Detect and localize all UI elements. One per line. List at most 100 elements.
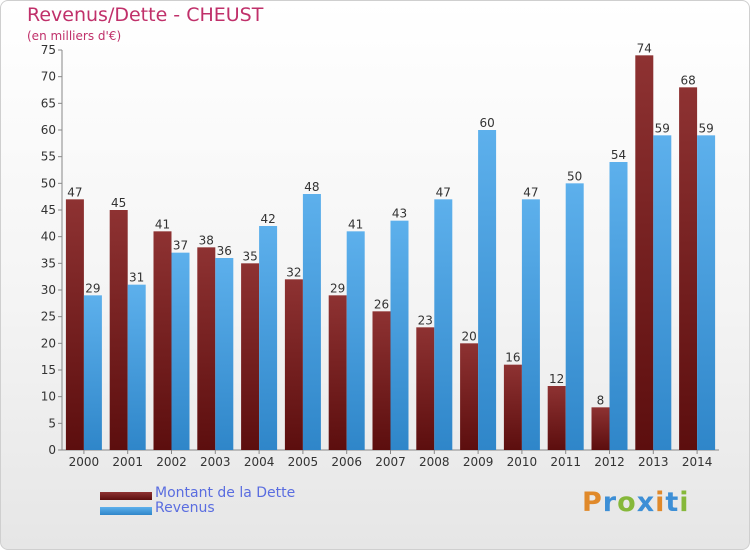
bar-revenue-2004 [259, 226, 278, 450]
logo-letter: t [665, 487, 680, 518]
y-tick-label: 50 [41, 176, 56, 190]
y-tick-label: 5 [48, 416, 56, 430]
bar-revenue-2012 [609, 162, 628, 450]
bar-revenue-2011 [565, 183, 584, 451]
x-tick-label: 2003 [200, 455, 231, 469]
data-label-debt-2008: 23 [418, 313, 433, 327]
y-tick-label: 70 [41, 70, 56, 84]
data-label-revenue-2001: 31 [129, 271, 144, 285]
x-tick-label: 2000 [69, 455, 100, 469]
bar-debt-2000 [65, 199, 84, 450]
bar-revenue-2001 [127, 284, 146, 450]
legend-swatch-revenue [100, 507, 152, 515]
bar-revenue-2010 [521, 199, 540, 450]
y-tick-label: 60 [41, 123, 56, 137]
data-label-debt-2011: 12 [549, 372, 564, 386]
data-label-debt-2005: 32 [286, 265, 301, 279]
data-label-debt-2009: 20 [461, 329, 476, 343]
legend-label-debt: Montant de la Dette [155, 485, 296, 501]
chart-title: Revenus/Dette - CHEUST [27, 4, 264, 26]
y-tick-label: 45 [41, 203, 56, 217]
bar-revenue-2006 [346, 231, 365, 450]
chart-subtitle: (en milliers d'€) [27, 29, 122, 43]
y-tick-label: 65 [41, 96, 56, 110]
bar-debt-2014 [679, 87, 698, 450]
data-label-revenue-2006: 41 [348, 217, 363, 231]
bar-debt-2010 [503, 364, 522, 450]
data-label-revenue-2003: 36 [217, 244, 232, 258]
bar-revenue-2013 [653, 135, 672, 451]
y-tick-label: 15 [41, 363, 56, 377]
chart-axes: 0 5 10 15 20 25 30 35 40 45 50 55 60 65 70 75 2000 2001 20… [41, 43, 719, 469]
data-label-revenue-2013: 59 [655, 121, 670, 135]
legend-swatch-debt [100, 492, 152, 500]
y-tick-label: 30 [41, 283, 56, 297]
x-tick-label: 2007 [375, 455, 406, 469]
x-tick-label: 2004 [244, 455, 275, 469]
data-label-debt-2004: 35 [242, 249, 257, 263]
data-label-revenue-2009: 60 [479, 116, 494, 130]
data-label-debt-2007: 26 [374, 297, 389, 311]
logo-letter: P [582, 487, 603, 518]
x-tick-label: 2013 [638, 455, 669, 469]
logo-letter: x [636, 487, 656, 518]
data-label-debt-2003: 38 [199, 233, 214, 247]
x-tick-label: 2005 [288, 455, 319, 469]
x-tick-label: 2014 [682, 455, 713, 469]
data-label-debt-2002: 41 [155, 217, 170, 231]
bar-debt-2008 [416, 327, 435, 450]
data-label-revenue-2007: 43 [392, 207, 407, 221]
bar-revenue-2009 [478, 130, 497, 450]
x-tick-label: 2011 [550, 455, 581, 469]
logo-letter: i [679, 487, 690, 518]
data-label-debt-2013: 74 [637, 41, 652, 55]
data-label-debt-2014: 68 [680, 73, 695, 87]
x-tick-label: 2010 [507, 455, 538, 469]
bar-revenue-2005 [302, 194, 321, 450]
x-tick-label: 2001 [112, 455, 143, 469]
x-tick-label: 2006 [331, 455, 362, 469]
data-label-debt-2001: 45 [111, 196, 126, 210]
x-tick-label: 2002 [156, 455, 187, 469]
data-label-revenue-2008: 47 [436, 185, 451, 199]
bar-series [65, 55, 716, 451]
bar-debt-2004 [241, 263, 260, 450]
bar-revenue-2007 [390, 220, 409, 450]
y-tick-label: 0 [48, 443, 56, 457]
y-tick-label: 20 [41, 336, 56, 350]
legend-label-revenue: Revenus [155, 500, 215, 516]
y-tick-label: 40 [41, 230, 56, 244]
data-label-revenue-2010: 47 [523, 185, 538, 199]
bar-debt-2011 [547, 386, 566, 450]
data-label-debt-2000: 47 [67, 185, 82, 199]
bar-debt-2013 [635, 55, 654, 450]
bar-revenue-2008 [434, 199, 453, 450]
bar-debt-2006 [328, 295, 347, 450]
bar-debt-2003 [197, 247, 216, 450]
logo-letter: i [655, 487, 666, 518]
data-label-debt-2012: 8 [597, 393, 605, 407]
bar-debt-2005 [284, 279, 303, 450]
data-label-revenue-2004: 42 [260, 212, 275, 226]
bar-debt-2007 [372, 311, 391, 450]
data-label-debt-2010: 16 [505, 351, 520, 365]
bar-revenue-2002 [171, 252, 190, 450]
y-tick-label: 35 [41, 256, 56, 270]
x-tick-label: 2009 [463, 455, 494, 469]
data-labels: 47 45 41 38 35 32 29 26 23 20 16 12 8 74 68 29 31 37 36 42 4… [67, 41, 713, 407]
proxiti-logo: Proxiti [582, 487, 690, 518]
bar-revenue-2014 [697, 135, 716, 451]
data-label-revenue-2000: 29 [85, 281, 100, 295]
bar-debt-2001 [109, 210, 128, 450]
data-label-revenue-2005: 48 [304, 180, 319, 194]
bar-debt-2009 [460, 343, 479, 450]
y-tick-label: 25 [41, 310, 56, 324]
data-label-revenue-2014: 59 [698, 121, 713, 135]
data-label-revenue-2011: 50 [567, 169, 582, 183]
data-label-debt-2006: 29 [330, 281, 345, 295]
x-tick-label: 2012 [594, 455, 625, 469]
y-tick-label: 10 [41, 390, 56, 404]
bar-debt-2012 [591, 407, 610, 450]
data-label-revenue-2002: 37 [173, 239, 188, 253]
